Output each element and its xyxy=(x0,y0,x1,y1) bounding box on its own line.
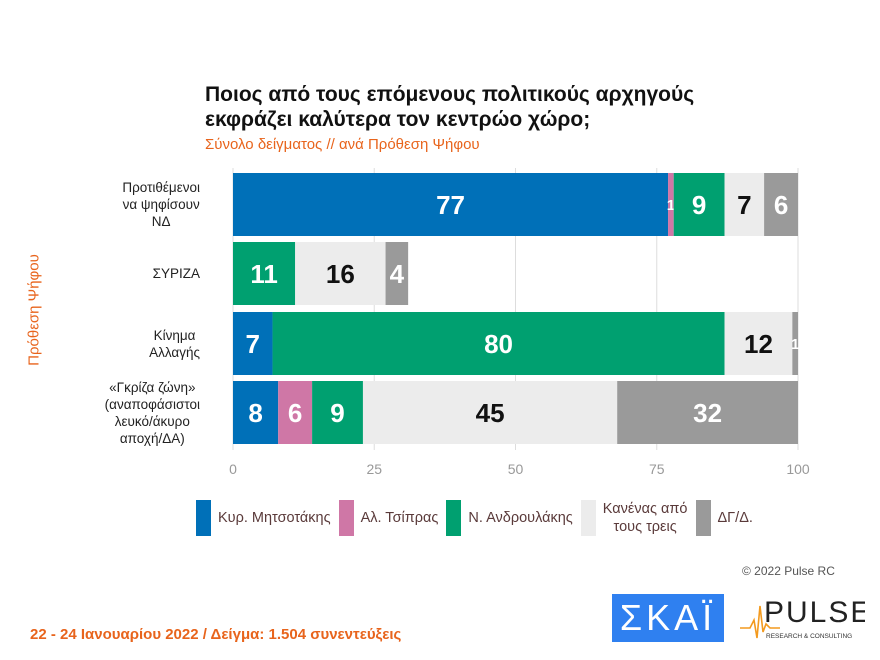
data-label: 6 xyxy=(774,190,788,220)
category-label-line: να ψηφίσουν xyxy=(122,197,200,212)
data-label: 6 xyxy=(288,398,302,428)
legend-item: ΔΓ/Δ. xyxy=(695,500,753,536)
legend-label: Ν. Ανδρουλάκης xyxy=(468,510,573,526)
footer-note: 22 - 24 Ιανουαρίου 2022 / Δείγμα: 1.504 … xyxy=(30,626,402,643)
chart-subtitle: Σύνολο δείγματος // ανά Πρόθεση Ψήφου xyxy=(205,136,480,153)
legend-label: Κυρ. Μητσοτάκης xyxy=(218,510,331,526)
data-label: 7 xyxy=(246,329,260,359)
category-label-line: ΝΔ xyxy=(151,214,171,229)
category-label-line: ΣΥΡΙΖΑ xyxy=(152,266,200,281)
legend-swatch xyxy=(338,500,354,536)
category-label: ΣΥΡΙΖΑ xyxy=(153,265,200,282)
data-label: 12 xyxy=(744,329,773,359)
pulse-logo: PULSE RESEARCH & CONSULTING xyxy=(740,596,865,640)
legend-item: Κυρ. Μητσοτάκης xyxy=(196,500,331,536)
data-label: 7 xyxy=(737,190,751,220)
legend-swatch xyxy=(446,500,462,536)
legend-swatch xyxy=(695,500,711,536)
category-label-line: «Γκρίζα ζώνη» xyxy=(109,379,196,395)
data-label: 4 xyxy=(390,259,405,289)
legend-label: Κανένας από τους τρεις xyxy=(602,501,688,535)
bar-segment xyxy=(724,173,765,236)
data-label: 1 xyxy=(667,197,675,214)
x-tick-label: 75 xyxy=(649,461,665,477)
data-label: 45 xyxy=(476,398,505,428)
legend-item: Αλ. Τσίπρας xyxy=(338,500,439,536)
category-label: Κίνημα Αλλαγής xyxy=(149,327,200,361)
x-tick-label: 100 xyxy=(786,461,810,477)
chart-title: Ποιος από τους επόμενους πολιτικούς αρχη… xyxy=(205,83,695,131)
bar-segment xyxy=(233,381,279,444)
legend-item: Κανένας από τους τρεις xyxy=(580,500,688,536)
category-label-line: Προτιθέμενοι xyxy=(122,180,200,195)
bar-segment xyxy=(724,312,793,375)
legend-swatch xyxy=(196,500,211,536)
category-label-line: Κίνημα xyxy=(153,327,196,343)
category-label: Προτιθέμενοι να ψηφίσουν ΝΔ xyxy=(122,179,200,230)
category-label: «Γκρίζα ζώνη» (αναποφάσιστοι λευκό/άκυρο απ… xyxy=(105,379,200,447)
x-tick-label: 25 xyxy=(366,461,382,477)
category-label-line: λευκό/άκυρο xyxy=(114,413,190,429)
x-tick-label: 0 xyxy=(229,461,237,477)
legend-item: Ν. Ανδρουλάκης xyxy=(446,500,573,536)
legend-label: ΔΓ/Δ. xyxy=(717,510,753,526)
data-label: 11 xyxy=(250,259,278,289)
skai-logo: ΣΚΑΪ xyxy=(612,594,724,642)
svg-text:PULSE: PULSE xyxy=(764,596,865,629)
bar-segment xyxy=(278,381,313,444)
bar-segment xyxy=(233,242,296,305)
data-label: 8 xyxy=(248,398,262,428)
category-label-line: Αλλαγής xyxy=(149,344,200,360)
data-label: 1 xyxy=(791,336,799,353)
bar-segment xyxy=(233,312,273,375)
category-label-line: (αναποφάσιστοι xyxy=(104,396,200,412)
bar-segment xyxy=(362,381,618,444)
bar-segment xyxy=(272,312,725,375)
legend-label: Αλ. Τσίπρας xyxy=(360,510,439,526)
data-label: 16 xyxy=(326,259,355,289)
legend: Κυρ. Μητσοτάκης Αλ. Τσίπρας Ν. Ανδρουλάκης… xyxy=(196,500,761,536)
bar-segment xyxy=(617,381,798,444)
category-label-line: αποχή/ΔΑ) xyxy=(119,430,185,446)
bar-segment xyxy=(668,173,674,236)
bar-segment xyxy=(312,381,363,444)
data-label: 80 xyxy=(484,329,513,359)
bar-segment xyxy=(385,242,409,305)
legend-swatch xyxy=(580,500,596,536)
data-label: 77 xyxy=(436,190,465,220)
bar-segment xyxy=(233,173,669,236)
x-tick-label: 50 xyxy=(508,461,524,477)
data-label: 9 xyxy=(692,190,706,220)
bar-segment xyxy=(792,312,798,375)
bar-segment xyxy=(764,173,798,236)
copyright: © 2022 Pulse RC xyxy=(742,564,835,578)
svg-text:RESEARCH & CONSULTING: RESEARCH & CONSULTING xyxy=(766,633,852,640)
bar-segment xyxy=(295,242,386,305)
bar-segment xyxy=(673,173,725,236)
data-label: 32 xyxy=(693,398,722,428)
data-label: 9 xyxy=(330,398,344,428)
